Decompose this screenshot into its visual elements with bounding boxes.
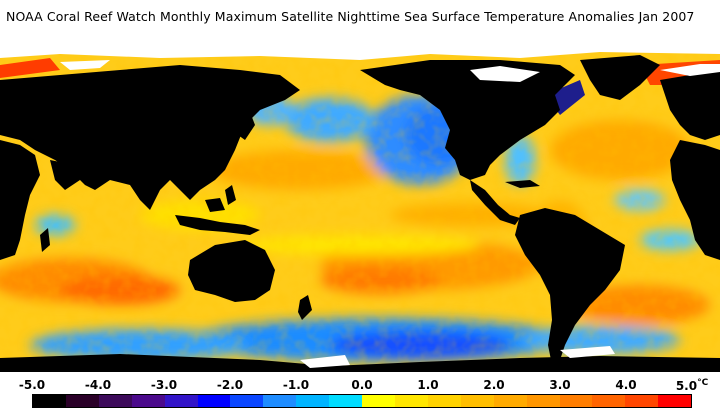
colorbar-tick-label: -1.0	[282, 378, 310, 392]
colorbar-swatch	[362, 395, 395, 407]
sst-anomaly-map	[0, 40, 720, 372]
australia	[188, 240, 275, 302]
sea-ice	[0, 40, 720, 368]
south-america	[515, 208, 625, 365]
colorbar-tick-label: -4.0	[84, 378, 112, 392]
indonesia	[175, 215, 260, 235]
colorbar-tick-label: 3.0	[549, 378, 571, 392]
colorbar-tick-label: 4.0	[615, 378, 637, 392]
colorbar-swatch	[164, 395, 198, 407]
colorbar	[32, 394, 692, 408]
colorbar-tick-label: 1.0	[417, 378, 439, 392]
colorbar-swatch	[559, 395, 593, 407]
colorbar-ticks: -5.0 -4.0 -3.0 -2.0 -1.0 0.0 1.0 2.0 3.0 4.0 5.0°C	[0, 378, 720, 394]
colorbar-swatch	[263, 395, 297, 407]
colorbar-tick-label: -3.0	[150, 378, 178, 392]
colorbar-swatch	[65, 395, 99, 407]
colorbar-unit: °C	[697, 378, 709, 388]
colorbar-tick-label: -5.0	[18, 378, 46, 392]
colorbar-swatch	[658, 395, 692, 407]
colorbar-swatch	[460, 395, 494, 407]
colorbar-swatch	[197, 395, 231, 407]
colorbar-swatch	[131, 395, 165, 407]
africa	[0, 140, 40, 260]
land-masses	[0, 55, 720, 372]
colorbar-swatch	[394, 395, 428, 407]
europe	[660, 70, 720, 140]
colorbar-swatch	[33, 395, 66, 407]
colorbar-swatch	[592, 395, 626, 407]
map-title: NOAA Coral Reef Watch Monthly Maximum Sa…	[6, 9, 695, 24]
antarctica	[0, 354, 720, 372]
japan	[238, 112, 255, 140]
colorbar-swatch	[230, 395, 264, 407]
colorbar-tick-label: 0.0	[351, 378, 373, 392]
colorbar-swatch	[526, 395, 560, 407]
colorbar-swatch	[296, 395, 330, 407]
colorbar-swatch	[329, 395, 363, 407]
colorbar-tick-label: 5.0°C	[675, 378, 709, 393]
colorbar-tick-label: -2.0	[216, 378, 244, 392]
colorbar-tick-label: 2.0	[483, 378, 505, 392]
colorbar-swatch	[493, 395, 527, 407]
colorbar-swatch	[625, 395, 659, 407]
colorbar-swatch	[98, 395, 132, 407]
central-america	[470, 180, 520, 225]
north-america	[360, 60, 575, 180]
greenland	[580, 55, 660, 100]
colorbar-swatch	[427, 395, 461, 407]
